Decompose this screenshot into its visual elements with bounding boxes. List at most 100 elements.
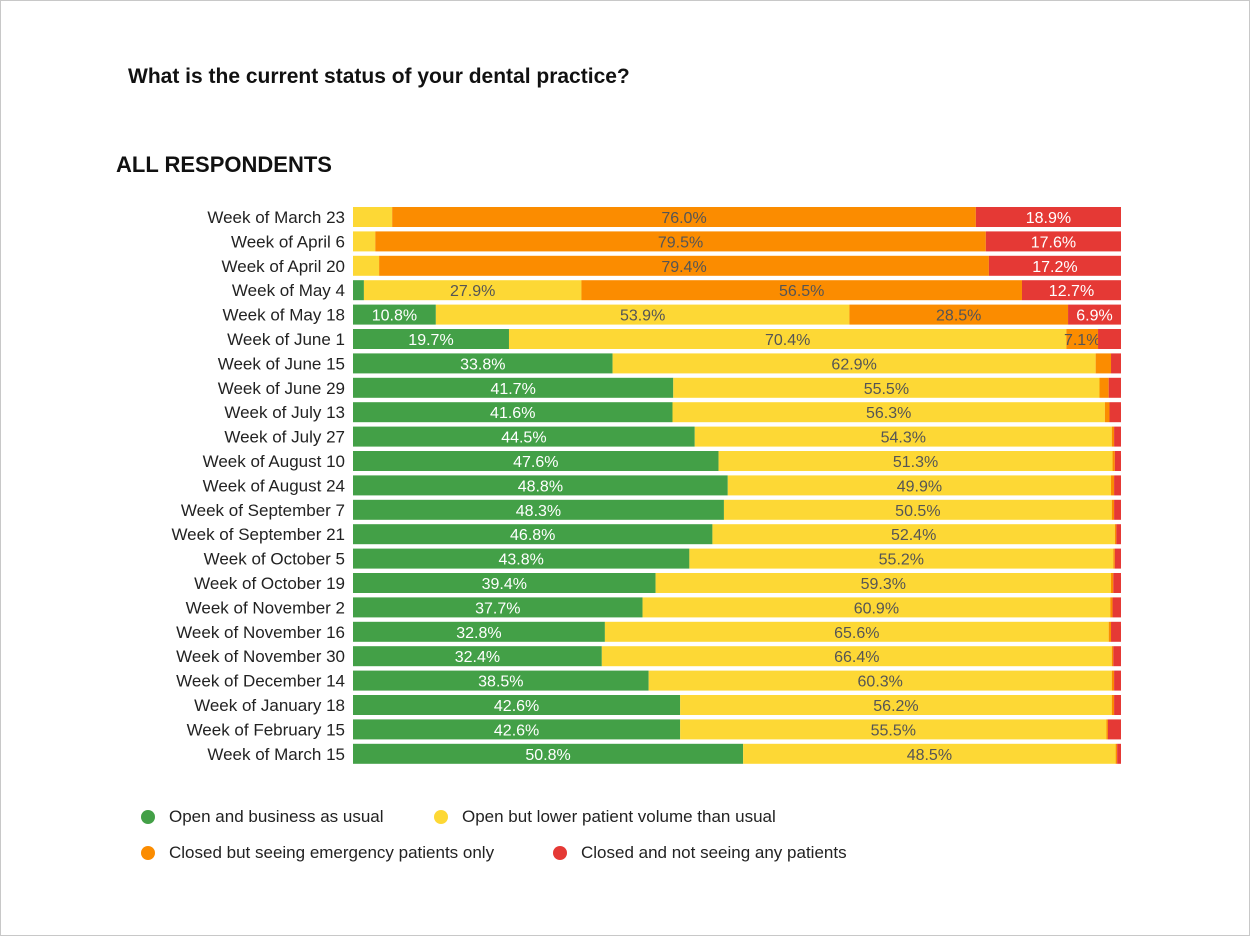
- bar-open-usual-week-of-february-15: [353, 719, 681, 740]
- data-label-open-lower-week-of-october-19: 59.3%: [861, 576, 906, 593]
- data-label-open-lower-week-of-may-18: 53.9%: [620, 308, 665, 325]
- category-label-week-of-june-1: Week of June 1: [227, 330, 345, 349]
- bar-open-usual-week-of-june-29: [353, 377, 674, 398]
- data-label-open-lower-week-of-august-24: 49.9%: [897, 478, 942, 495]
- bar-closed-emergency-week-of-november-16: [1108, 621, 1112, 642]
- data-label-open-usual-week-of-november-2: 37.7%: [475, 600, 520, 617]
- data-label-closed-none-week-of-april-20: 17.2%: [1032, 259, 1077, 276]
- category-label-week-of-july-27: Week of July 27: [224, 428, 345, 447]
- bar-closed-emergency-week-of-september-21: [1114, 524, 1117, 545]
- bar-closed-emergency-week-of-october-19: [1111, 573, 1114, 593]
- data-label-open-usual-week-of-october-19: 39.4%: [482, 576, 527, 593]
- bar-open-lower-week-of-december-14: [648, 670, 1112, 691]
- bar-closed-none-week-of-november-16: [1111, 621, 1121, 642]
- data-label-open-lower-week-of-november-2: 60.9%: [854, 600, 899, 617]
- bar-closed-emergency-week-of-february-15: [1106, 719, 1108, 740]
- category-label-week-of-november-16: Week of November 16: [176, 623, 345, 642]
- data-label-closed-emergency-week-of-march-23: 76.0%: [661, 210, 706, 227]
- data-label-open-lower-week-of-june-1: 70.4%: [765, 332, 810, 349]
- bar-closed-emergency-week-of-december-14: [1111, 670, 1115, 691]
- data-label-open-lower-week-of-january-18: 56.2%: [873, 698, 918, 715]
- data-label-open-lower-week-of-june-15: 62.9%: [831, 356, 876, 373]
- category-label-week-of-august-10: Week of August 10: [203, 452, 345, 471]
- data-label-open-usual-week-of-july-27: 44.5%: [501, 430, 546, 447]
- bar-open-usual-week-of-october-19: [353, 573, 656, 593]
- data-label-open-usual-week-of-august-10: 47.6%: [513, 454, 558, 471]
- data-label-open-lower-week-of-august-10: 51.3%: [893, 454, 938, 471]
- bar-closed-emergency-week-of-november-2: [1110, 597, 1113, 618]
- bar-closed-none-week-of-march-23: [975, 207, 1121, 227]
- bar-open-lower-week-of-november-30: [601, 646, 1112, 667]
- data-label-open-lower-week-of-november-16: 65.6%: [834, 625, 879, 642]
- data-label-open-usual-week-of-january-18: 42.6%: [494, 698, 539, 715]
- bar-closed-emergency-week-of-june-1: [1066, 329, 1099, 349]
- data-label-open-usual-week-of-october-5: 43.8%: [499, 552, 544, 569]
- data-label-open-usual-week-of-september-7: 48.3%: [516, 503, 561, 520]
- legend-label-closed-emergency: Closed but seeing emergency patients onl…: [169, 843, 495, 862]
- legend-label-open-usual: Open and business as usual: [169, 807, 384, 826]
- bar-open-usual-week-of-may-4: [353, 280, 364, 301]
- category-label-week-of-november-30: Week of November 30: [176, 647, 345, 666]
- data-label-closed-emergency-week-of-april-6: 79.5%: [658, 234, 703, 251]
- category-label-week-of-june-29: Week of June 29: [218, 379, 345, 398]
- legend-item-closed-none: Closed and not seeing any patients: [553, 843, 847, 863]
- category-label-week-of-november-2: Week of November 2: [186, 598, 345, 617]
- data-label-open-lower-week-of-september-21: 52.4%: [891, 527, 936, 544]
- bar-closed-none-week-of-june-15: [1111, 353, 1121, 374]
- data-label-open-usual-week-of-december-14: 38.5%: [478, 674, 523, 691]
- data-label-open-lower-week-of-november-30: 66.4%: [834, 649, 879, 666]
- bar-open-usual-week-of-july-13: [353, 402, 673, 423]
- category-label-week-of-january-18: Week of January 18: [194, 696, 345, 715]
- category-label-week-of-march-23: Week of March 23: [207, 208, 345, 227]
- bar-open-usual-week-of-november-30: [353, 646, 602, 667]
- bar-open-lower-week-of-january-18: [680, 695, 1112, 715]
- bar-closed-emergency-week-of-november-30: [1111, 646, 1114, 667]
- legend-swatch-closed-emergency: [141, 846, 155, 860]
- bar-open-lower-week-of-november-2: [642, 597, 1111, 618]
- data-label-closed-none-week-of-may-4: 12.7%: [1049, 283, 1094, 300]
- data-label-open-lower-week-of-may-4: 27.9%: [450, 283, 495, 300]
- bar-closed-none-week-of-june-1: [1098, 329, 1121, 349]
- bar-closed-emergency-week-of-january-18: [1111, 695, 1115, 715]
- bar-closed-none-week-of-march-15: [1117, 743, 1121, 764]
- data-label-open-usual-week-of-february-15: 42.6%: [494, 722, 539, 739]
- bar-closed-none-week-of-april-20: [988, 255, 1121, 276]
- bar-closed-emergency-week-of-may-4: [581, 280, 1022, 301]
- bar-open-lower-week-of-july-27: [694, 426, 1112, 447]
- category-label-week-of-april-20: Week of April 20: [222, 257, 345, 276]
- bar-open-usual-week-of-october-5: [353, 548, 690, 569]
- bar-open-lower-week-of-march-23: [353, 207, 393, 227]
- data-label-open-lower-week-of-february-15: 55.5%: [871, 722, 916, 739]
- bar-open-usual-week-of-august-10: [353, 451, 719, 471]
- bar-open-lower-week-of-october-19: [655, 573, 1112, 593]
- bar-open-lower-week-of-june-15: [612, 353, 1096, 374]
- bar-open-lower-week-of-july-13: [672, 402, 1105, 423]
- bar-closed-none-week-of-october-19: [1113, 573, 1121, 593]
- bar-open-usual-week-of-september-21: [353, 524, 713, 545]
- data-label-closed-none-week-of-april-6: 17.6%: [1031, 234, 1076, 251]
- category-label-week-of-july-13: Week of July 13: [224, 403, 345, 422]
- bar-closed-emergency-week-of-april-6: [375, 231, 986, 252]
- data-label-open-lower-week-of-july-13: 56.3%: [866, 405, 911, 422]
- legend-item-open-usual: Open and business as usual: [141, 807, 384, 827]
- legend-item-closed-emergency: Closed but seeing emergency patients onl…: [141, 843, 494, 863]
- bar-open-lower-week-of-may-18: [435, 304, 850, 325]
- bar-closed-emergency-week-of-may-18: [849, 304, 1069, 325]
- bar-open-usual-week-of-july-27: [353, 426, 695, 447]
- bar-open-lower-week-of-march-15: [743, 743, 1116, 764]
- legend-label-closed-none: Closed and not seeing any patients: [581, 843, 847, 862]
- bar-open-usual-week-of-march-15: [353, 743, 744, 764]
- bar-closed-none-week-of-january-18: [1114, 695, 1121, 715]
- bar-open-lower-week-of-november-16: [604, 621, 1109, 642]
- bar-closed-none-week-of-november-2: [1112, 597, 1121, 618]
- data-label-open-usual-week-of-march-15: 50.8%: [525, 747, 570, 764]
- data-label-open-usual-week-of-august-24: 48.8%: [518, 478, 563, 495]
- category-label-week-of-april-6: Week of April 6: [231, 232, 345, 251]
- bar-closed-none-week-of-may-18: [1068, 304, 1121, 325]
- category-label-week-of-february-15: Week of February 15: [187, 720, 345, 739]
- bar-closed-emergency-week-of-april-20: [379, 255, 989, 276]
- bar-closed-none-week-of-april-6: [985, 231, 1121, 252]
- data-label-open-usual-week-of-september-21: 46.8%: [510, 527, 555, 544]
- bar-closed-emergency-week-of-july-13: [1104, 402, 1110, 423]
